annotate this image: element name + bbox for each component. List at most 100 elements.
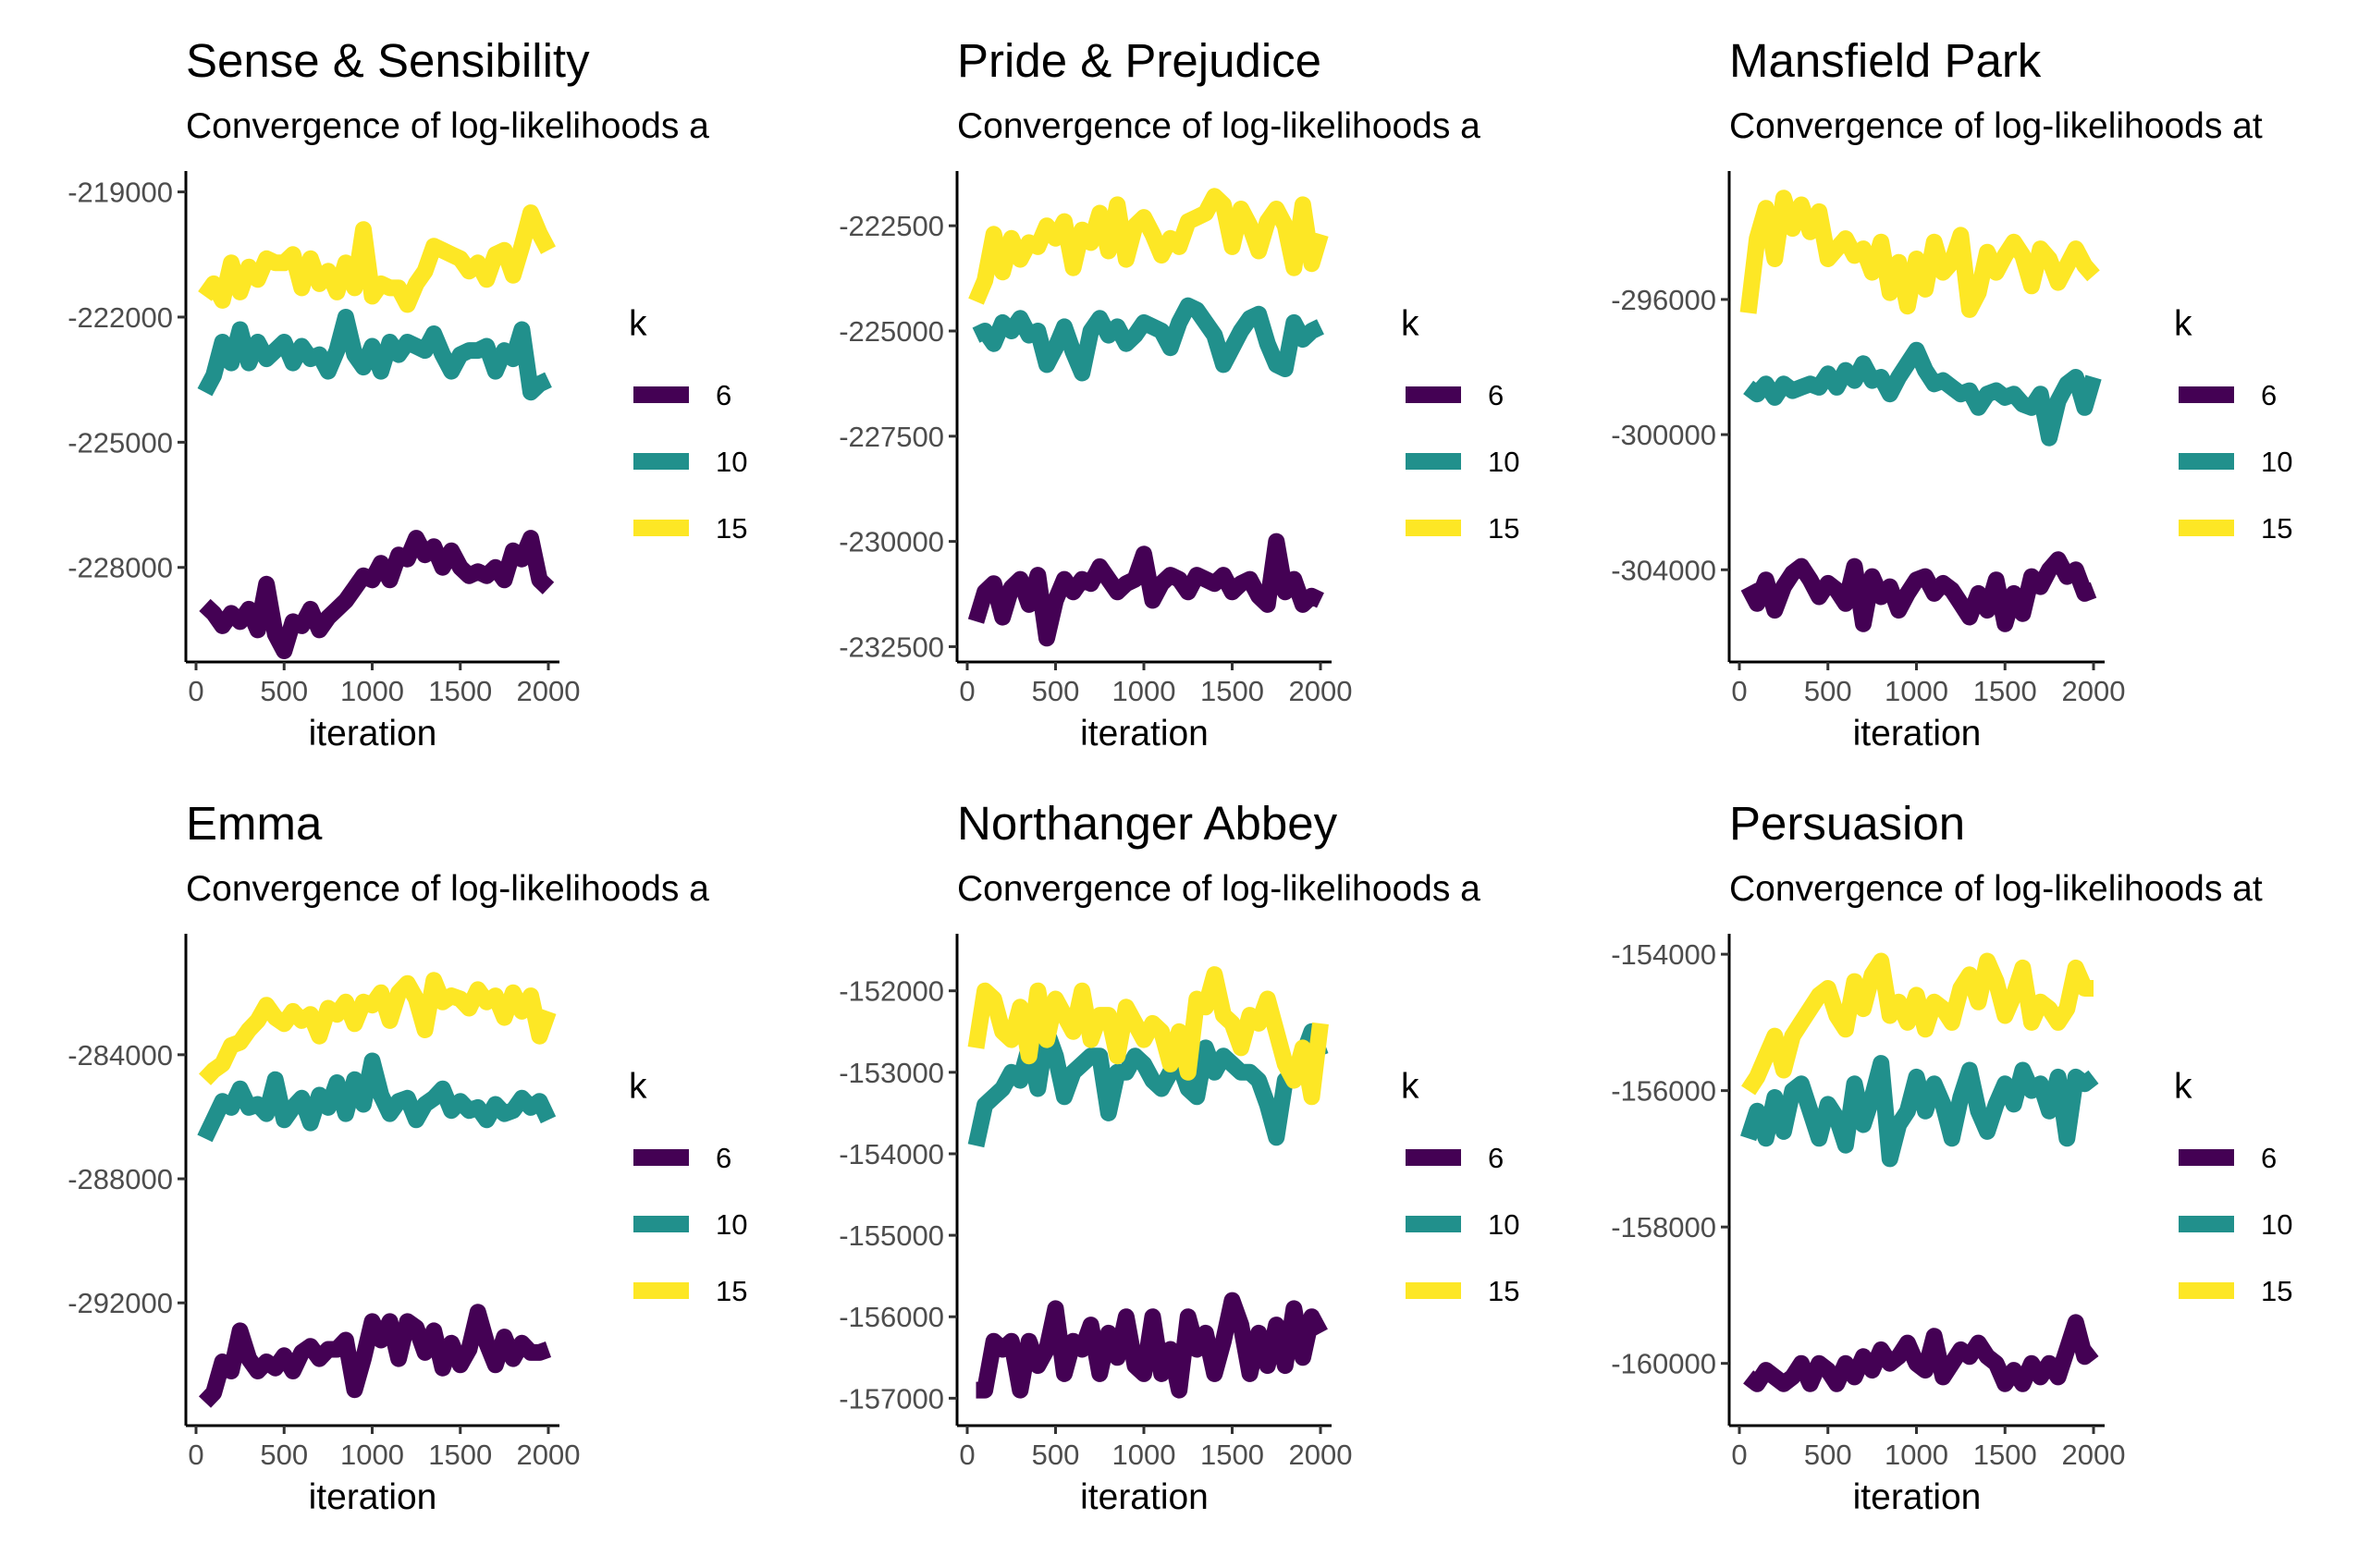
series-line-k-6: [976, 1292, 1328, 1399]
series-line-k-15: [1739, 190, 2100, 318]
x-tick-label: 1500: [428, 1439, 492, 1471]
panel-title: Pride & Prejudice: [957, 34, 1321, 87]
legend-label: 15: [716, 1275, 747, 1307]
panel-subtitle: Convergence of log-likelihoods at: [1729, 106, 2263, 146]
y-tick-label: -152000: [839, 975, 944, 1008]
y-tick-label: -296000: [1611, 284, 1716, 316]
x-tick-label: 0: [1731, 1439, 1747, 1471]
series-line-k-10: [1743, 341, 2102, 447]
series-line-k-10: [1740, 1055, 2099, 1168]
legend-label: 6: [1488, 1142, 1504, 1174]
x-tick-label: 0: [1731, 675, 1747, 707]
panel-sense-and-sensibility: Sense & Sensibility Convergence of log-li…: [68, 34, 747, 753]
legend-label: 15: [1488, 512, 1519, 545]
legend-title: k: [1401, 304, 1419, 344]
series-line-k-15: [968, 188, 1329, 305]
x-tick-label: 1500: [428, 675, 492, 707]
x-tick-label: 1500: [1200, 1439, 1264, 1471]
x-tick-label: 2000: [1289, 675, 1353, 707]
series-line-k-10: [197, 1052, 557, 1143]
legend-title: k: [629, 1067, 647, 1107]
x-tick-label: 1000: [1885, 675, 1948, 707]
panel-title: Northanger Abbey: [957, 797, 1338, 850]
x-tick-label: 1000: [1112, 1439, 1176, 1471]
y-tick-label: -300000: [1611, 419, 1716, 451]
y-tick-label: -153000: [839, 1057, 944, 1089]
panel-title: Mansfield Park: [1729, 34, 2042, 87]
panel-subtitle: Convergence of log-likelihoods a: [957, 106, 1480, 146]
legend-label: 6: [2261, 1142, 2277, 1174]
series-line-k-6: [198, 1304, 552, 1408]
series-line-k-15: [1741, 952, 2094, 1096]
legend-title: k: [2174, 304, 2192, 344]
legend-label: 10: [1488, 1208, 1519, 1241]
series-line-k-6: [1743, 1314, 2099, 1392]
x-axis-label: iteration: [1853, 714, 1982, 753]
x-tick-label: 0: [959, 675, 975, 707]
panel-title: Persuasion: [1729, 797, 1965, 850]
panel-northanger-abbey: Northanger Abbey Convergence of log-likel…: [839, 797, 1519, 1517]
y-tick-label: -155000: [839, 1219, 944, 1252]
x-tick-label: 0: [959, 1439, 975, 1471]
y-tick-label: -156000: [1611, 1075, 1716, 1108]
x-tick-label: 1500: [1973, 1439, 2037, 1471]
legend: k 6 10 15: [1401, 1067, 1519, 1307]
series-line-k-6: [967, 533, 1324, 647]
y-tick-label: -222000: [68, 301, 173, 334]
panel-mansfield-park: Mansfield Park Convergence of log-likelih…: [1611, 34, 2292, 753]
y-tick-label: -230000: [839, 526, 944, 558]
panel-subtitle: Convergence of log-likelihoods a: [186, 869, 709, 909]
y-tick-label: -292000: [68, 1287, 173, 1319]
legend: k 6 10 15: [2174, 1067, 2292, 1307]
legend-label: 10: [2261, 1208, 2292, 1241]
panel-subtitle: Convergence of log-likelihoods at: [1729, 869, 2263, 909]
y-tick-label: -222500: [839, 210, 944, 242]
x-tick-label: 500: [1804, 675, 1852, 707]
x-tick-label: 500: [1032, 675, 1080, 707]
x-tick-label: 1500: [1973, 675, 2037, 707]
y-tick-label: -228000: [68, 552, 173, 584]
legend-label: 6: [1488, 379, 1504, 411]
panel-persuasion: Persuasion Convergence of log-likelihoods…: [1611, 797, 2292, 1517]
x-tick-label: 500: [260, 675, 308, 707]
series-line-k-10: [967, 1023, 1329, 1148]
x-tick-label: 0: [188, 675, 203, 707]
x-tick-label: 500: [1032, 1439, 1080, 1471]
y-tick-label: -225000: [839, 315, 944, 348]
x-axis-label: iteration: [309, 714, 437, 753]
legend-title: k: [2174, 1067, 2192, 1107]
x-tick-label: 2000: [517, 675, 581, 707]
x-tick-label: 1000: [1885, 1439, 1948, 1471]
y-tick-label: -304000: [1611, 554, 1716, 586]
y-tick-label: -288000: [68, 1163, 173, 1195]
panel-subtitle: Convergence of log-likelihoods a: [957, 869, 1480, 909]
x-tick-label: 2000: [2062, 675, 2126, 707]
y-tick-label: -154000: [839, 1138, 944, 1170]
series-line-k-10: [972, 297, 1324, 382]
legend-label: 6: [716, 1142, 731, 1174]
panel-pride-and-prejudice: Pride & Prejudice Convergence of log-like…: [839, 34, 1519, 753]
legend-label: 10: [716, 446, 747, 478]
legend-label: 6: [716, 379, 731, 411]
legend-label: 6: [2261, 379, 2277, 411]
panel-title: Sense & Sensibility: [186, 34, 590, 87]
legend-label: 15: [716, 512, 747, 545]
panel-title: Emma: [186, 797, 323, 850]
x-tick-label: 500: [1804, 1439, 1852, 1471]
series-line-k-15: [198, 972, 557, 1085]
y-tick-label: -227500: [839, 421, 944, 453]
series-line-k-15: [967, 966, 1329, 1106]
legend-title: k: [629, 304, 647, 344]
x-tick-label: 500: [260, 1439, 308, 1471]
legend-label: 10: [1488, 446, 1519, 478]
x-tick-label: 0: [188, 1439, 203, 1471]
x-axis-label: iteration: [1080, 714, 1209, 753]
y-tick-label: -232500: [839, 631, 944, 663]
y-tick-label: -160000: [1611, 1348, 1716, 1380]
y-tick-label: -154000: [1611, 938, 1716, 971]
series-line-k-15: [198, 204, 556, 313]
x-tick-label: 2000: [517, 1439, 581, 1471]
legend-label: 10: [716, 1208, 747, 1241]
x-tick-label: 1000: [340, 1439, 404, 1471]
